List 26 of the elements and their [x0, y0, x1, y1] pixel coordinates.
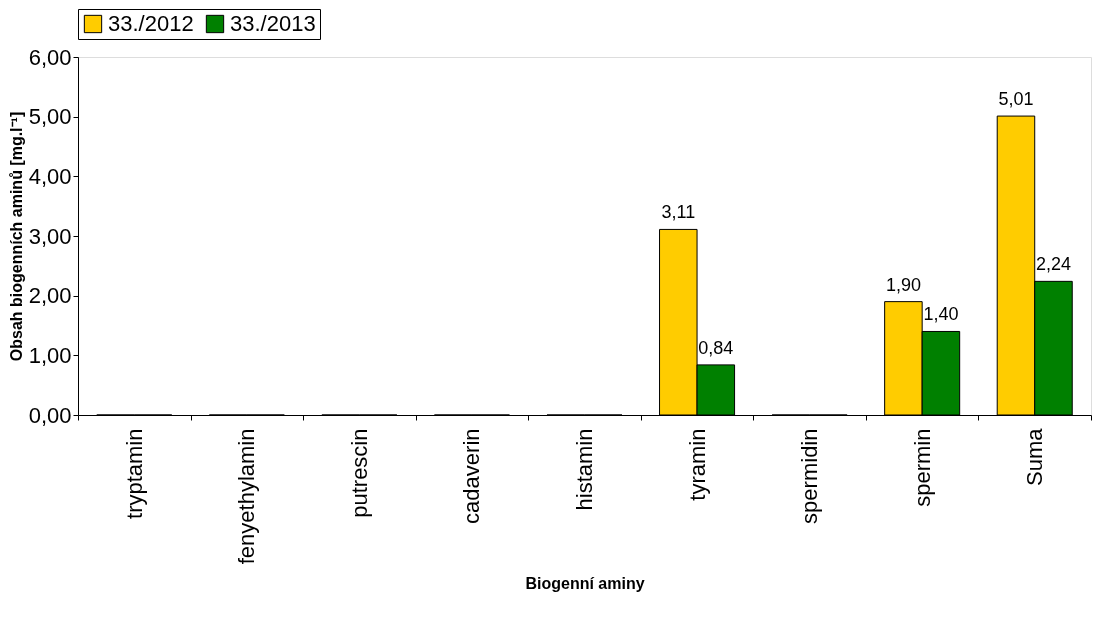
y-tick-label: 1,00 — [28, 342, 72, 368]
data-label: 2,24 — [1035, 254, 1071, 275]
x-tick-label: putrescin — [346, 428, 372, 518]
legend-label: 33./2013 — [230, 11, 316, 36]
y-tick-label: 0,00 — [28, 402, 72, 428]
y-tick-label: 3,00 — [28, 223, 72, 249]
data-label: 1,90 — [885, 274, 921, 295]
x-tick-label: tyramin — [684, 428, 710, 501]
data-label: 0,84 — [698, 337, 734, 358]
x-axis-title: Biogenní aminy — [525, 575, 645, 593]
y-tick-label: 6,00 — [28, 44, 72, 70]
x-tick-label: spermidin — [797, 428, 823, 524]
y-axis-title: Obsah biogenních aminů [mg.l⁻¹] — [7, 111, 25, 362]
y-tick-label: 2,00 — [28, 283, 72, 309]
y-tick-label: 4,00 — [28, 163, 72, 189]
x-tick-label: spermin — [909, 428, 935, 507]
x-tick-label: histamin — [572, 428, 597, 511]
x-tick-label: Suma — [1022, 427, 1048, 486]
y-tick-label: 5,00 — [28, 104, 72, 130]
legend-label: 33./2012 — [108, 11, 194, 36]
x-tick-label: fenyethylamin — [234, 428, 260, 565]
data-label: 5,01 — [998, 89, 1034, 110]
data-label: 1,40 — [923, 304, 959, 325]
data-label: 3,11 — [661, 202, 696, 223]
x-tick-label: tryptamin — [121, 428, 147, 519]
x-tick-label: cadaverin — [459, 428, 485, 524]
